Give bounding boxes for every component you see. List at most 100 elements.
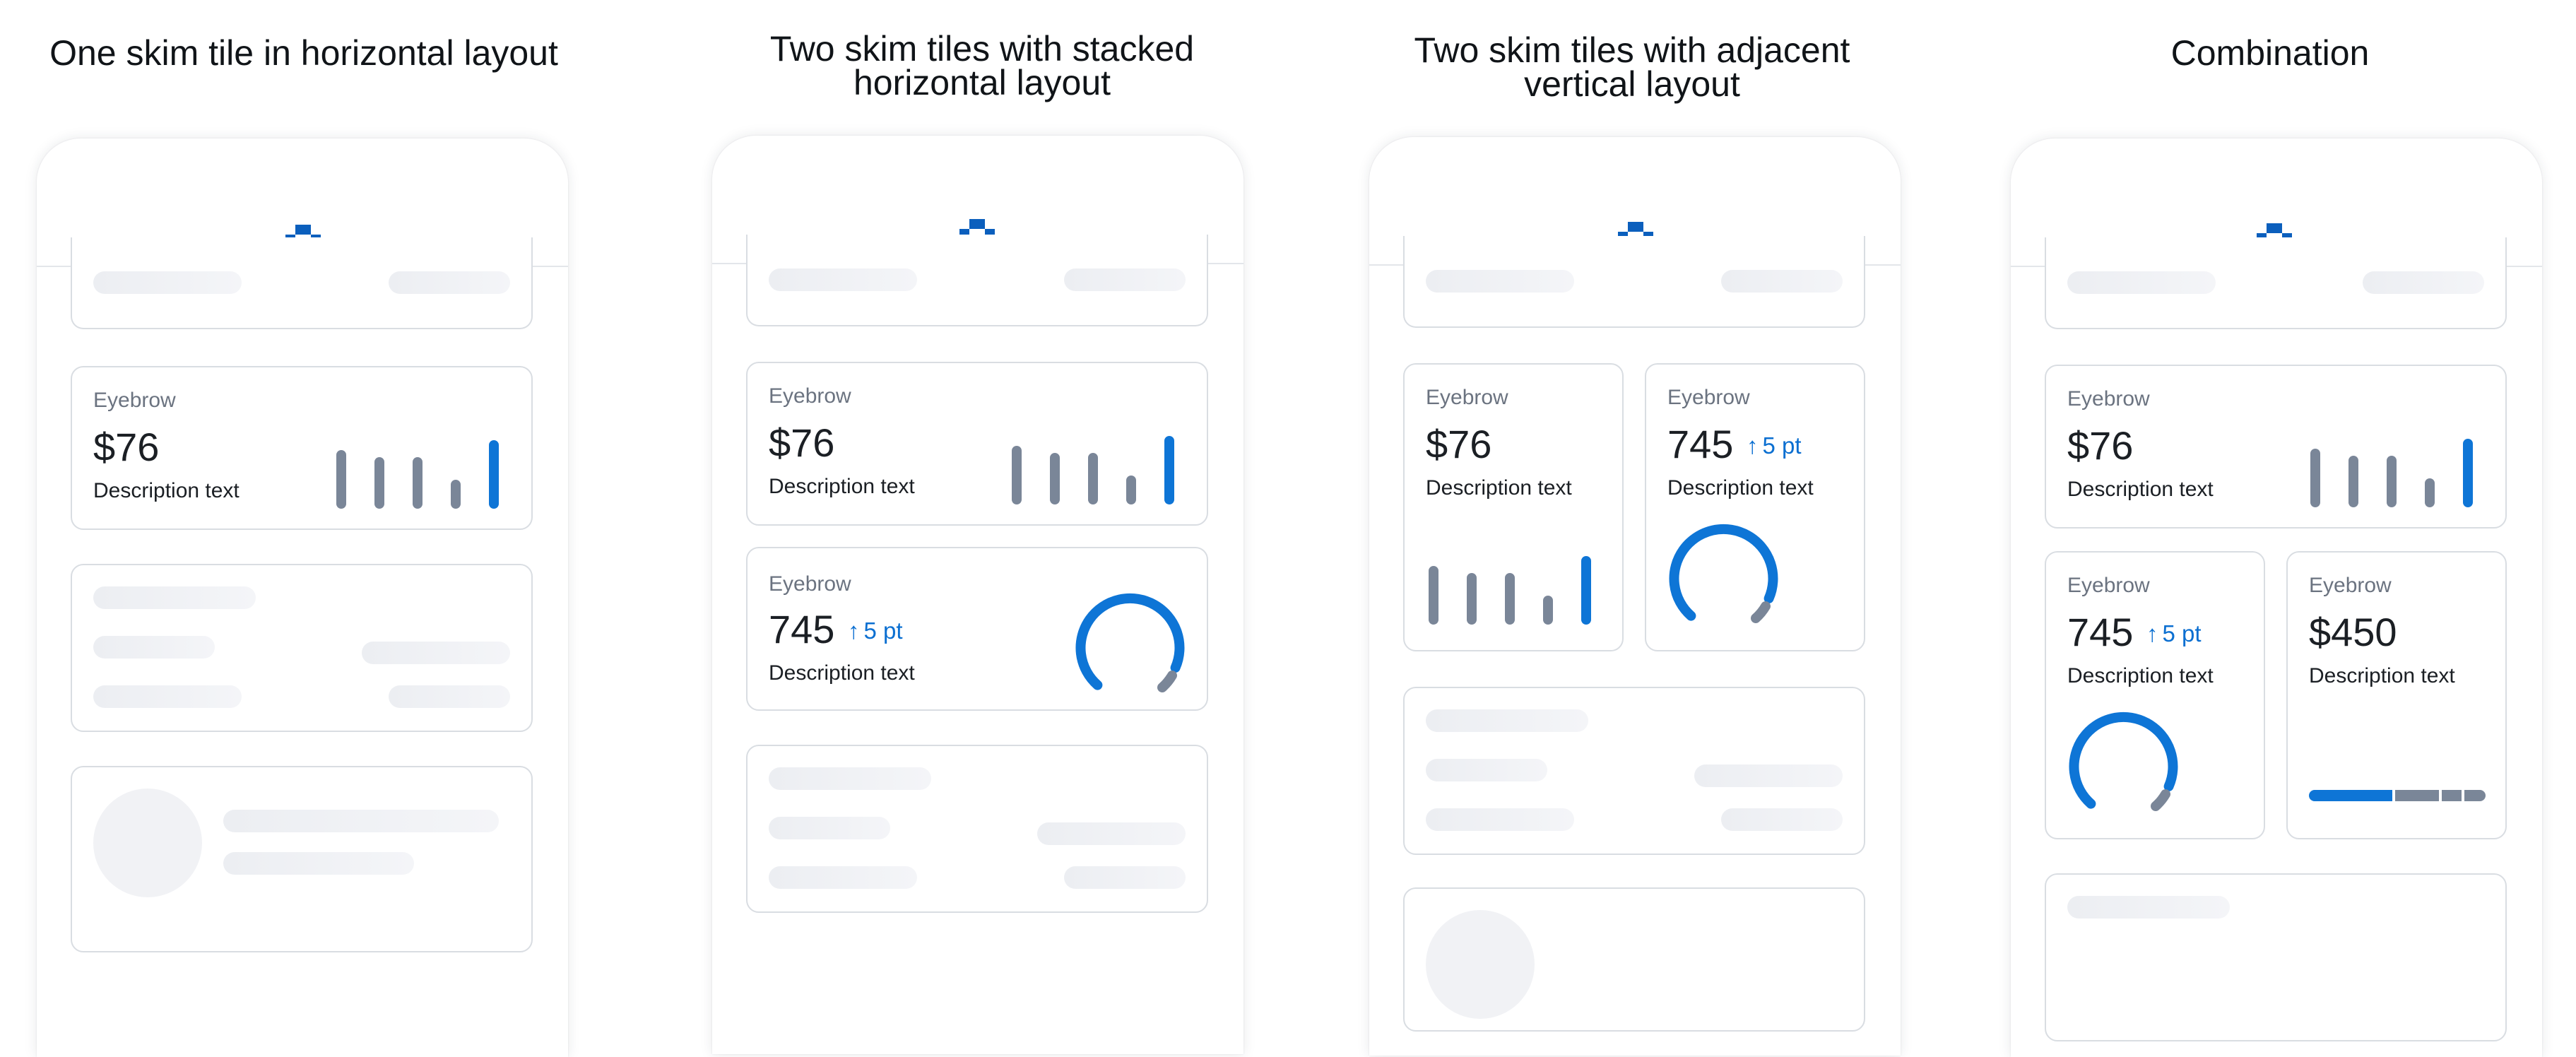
progress-segment bbox=[2309, 790, 2392, 801]
tile-value: 745 bbox=[769, 607, 835, 651]
chart-bar bbox=[2310, 449, 2320, 507]
tile-eyebrow: Eyebrow bbox=[2309, 574, 2392, 597]
chart-bar bbox=[1505, 573, 1515, 625]
column-title: One skim tile in horizontal layout bbox=[49, 33, 558, 73]
chart-bar bbox=[1581, 556, 1591, 625]
tile-description: Description text bbox=[1426, 476, 1572, 500]
bar-chart bbox=[336, 431, 510, 509]
skeleton-line bbox=[1721, 270, 1843, 293]
skim-tile-spend[interactable]: Eyebrow $76 Description text bbox=[2045, 365, 2507, 528]
skeleton-card bbox=[71, 766, 533, 952]
skeleton-line bbox=[2067, 896, 2230, 919]
tile-delta: ↑ 5 pt bbox=[1747, 432, 1802, 459]
tile-delta: ↑ 5 pt bbox=[2146, 620, 2202, 647]
chart-bar bbox=[413, 457, 423, 509]
skim-tile-balance[interactable]: Eyebrow $450 Description text bbox=[2286, 551, 2507, 839]
skeleton-line bbox=[1426, 759, 1547, 781]
chart-bar bbox=[2387, 456, 2397, 507]
tile-description: Description text bbox=[2309, 664, 2455, 687]
skeleton-line bbox=[1426, 270, 1574, 293]
skim-tile-score[interactable]: Eyebrow 745 ↑ 5 pt Description text bbox=[746, 547, 1208, 711]
chart-bar bbox=[451, 480, 461, 509]
column-title-line1: Two skim tiles with stacked bbox=[769, 29, 1195, 69]
chart-bar bbox=[336, 450, 346, 509]
tile-value: $450 bbox=[2309, 610, 2397, 654]
phone-mockup: Eyebrow $76 Description text bbox=[37, 138, 568, 1057]
skim-tile-score[interactable]: Eyebrow 745 ↑ 5 pt Description text bbox=[1645, 363, 1865, 651]
bar-chart bbox=[1012, 427, 1186, 504]
column-title: Combination bbox=[2170, 33, 2370, 73]
tile-description: Description text bbox=[93, 479, 240, 502]
skeleton-line bbox=[223, 810, 499, 832]
score-gauge bbox=[1669, 524, 1778, 623]
progress-segment bbox=[2395, 790, 2439, 801]
skeleton-line bbox=[769, 268, 917, 291]
bar-chart bbox=[2310, 430, 2484, 507]
bar-chart bbox=[1429, 547, 1602, 625]
tile-value: 745 bbox=[1667, 422, 1734, 466]
skeleton-card bbox=[1403, 887, 1865, 1032]
arrow-up-icon: ↑ bbox=[1747, 432, 1759, 459]
column-title-line1: Two skim tiles with adjacent bbox=[1414, 30, 1850, 70]
skeleton-card bbox=[71, 237, 533, 329]
skeleton-card bbox=[2045, 237, 2507, 329]
chart-bar bbox=[374, 457, 384, 509]
segmented-progress-bar bbox=[2309, 790, 2486, 801]
skeleton-card bbox=[2045, 873, 2507, 1041]
skim-tile-spend[interactable]: Eyebrow $76 Description text bbox=[746, 362, 1208, 526]
skeleton-line bbox=[1064, 866, 1186, 889]
chart-bar bbox=[1467, 573, 1477, 625]
score-gauge bbox=[1075, 593, 1185, 692]
skeleton-line bbox=[93, 586, 256, 609]
skeleton-line bbox=[769, 866, 917, 889]
skeleton-card bbox=[71, 564, 533, 732]
skeleton-card bbox=[1403, 236, 1865, 328]
skeleton-card bbox=[1403, 687, 1865, 855]
chart-bar bbox=[2463, 439, 2473, 507]
chart-bar bbox=[1429, 566, 1438, 625]
column-title-line2: horizontal layout bbox=[853, 63, 1111, 102]
phone-mockup: Eyebrow $76 Description text Eyebrow 745… bbox=[1369, 137, 1901, 1056]
skim-tile-spend[interactable]: Eyebrow $76 Description text bbox=[71, 366, 533, 530]
tile-description: Description text bbox=[769, 661, 915, 685]
skeleton-avatar bbox=[1426, 910, 1535, 1019]
skeleton-card bbox=[746, 235, 1208, 326]
skeleton-line bbox=[1064, 268, 1186, 291]
skeleton-line bbox=[2363, 271, 2484, 294]
skeleton-line bbox=[1426, 808, 1574, 831]
tile-value: 745 bbox=[2067, 610, 2134, 654]
tile-description: Description text bbox=[1667, 476, 1814, 500]
tile-eyebrow: Eyebrow bbox=[2067, 574, 2150, 597]
tile-value: $76 bbox=[1426, 422, 1492, 466]
chart-bar bbox=[1050, 453, 1060, 504]
phone-mockup: Eyebrow $76 Description text Eyebrow 745… bbox=[712, 136, 1243, 1054]
progress-segment bbox=[2442, 790, 2462, 801]
delta-value: 5 pt bbox=[1762, 432, 1802, 459]
phone-mockup: Eyebrow $76 Description text Eyebrow 745… bbox=[2011, 138, 2542, 1057]
tile-eyebrow: Eyebrow bbox=[769, 384, 851, 408]
skeleton-line bbox=[1426, 709, 1588, 732]
tile-eyebrow: Eyebrow bbox=[2067, 387, 2150, 411]
skeleton-line bbox=[1694, 764, 1843, 787]
column-title-line2: vertical layout bbox=[1524, 64, 1740, 104]
tile-value: $76 bbox=[769, 420, 835, 465]
tile-eyebrow: Eyebrow bbox=[1426, 386, 1508, 409]
skim-tile-score[interactable]: Eyebrow 745 ↑ 5 pt Description text bbox=[2045, 551, 2265, 839]
tile-delta: ↑ 5 pt bbox=[848, 618, 903, 644]
skeleton-line bbox=[769, 817, 890, 839]
skeleton-line bbox=[1037, 822, 1186, 845]
skim-tile-spend[interactable]: Eyebrow $76 Description text bbox=[1403, 363, 1624, 651]
chart-bar bbox=[2348, 456, 2358, 507]
arrow-up-icon: ↑ bbox=[2146, 620, 2158, 646]
progress-segment bbox=[2464, 790, 2486, 801]
skeleton-line bbox=[223, 852, 414, 875]
tile-eyebrow: Eyebrow bbox=[769, 572, 851, 596]
skeleton-line bbox=[93, 685, 242, 708]
skeleton-line bbox=[769, 767, 931, 790]
skeleton-line bbox=[389, 685, 510, 708]
chart-bar bbox=[1012, 446, 1022, 504]
chart-bar bbox=[2425, 478, 2435, 507]
tile-description: Description text bbox=[769, 475, 915, 498]
arrow-up-icon: ↑ bbox=[848, 618, 860, 644]
skeleton-line bbox=[1721, 808, 1843, 831]
